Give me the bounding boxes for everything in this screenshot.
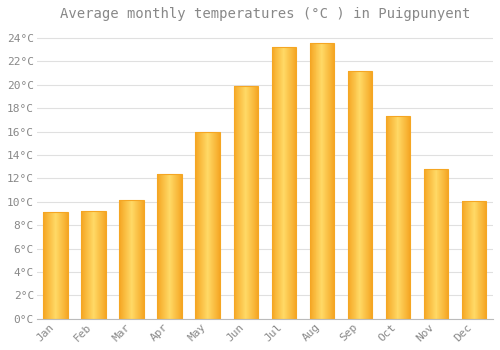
Bar xyxy=(272,47,296,319)
Bar xyxy=(234,86,258,319)
Bar xyxy=(386,117,410,319)
Bar xyxy=(158,174,182,319)
Bar xyxy=(348,71,372,319)
Bar xyxy=(424,169,448,319)
Bar xyxy=(196,132,220,319)
Bar xyxy=(310,43,334,319)
Bar xyxy=(82,211,106,319)
Bar xyxy=(120,199,144,319)
Bar xyxy=(44,212,68,319)
Title: Average monthly temperatures (°C ) in Puigpunyent: Average monthly temperatures (°C ) in Pu… xyxy=(60,7,470,21)
Bar xyxy=(462,201,486,319)
